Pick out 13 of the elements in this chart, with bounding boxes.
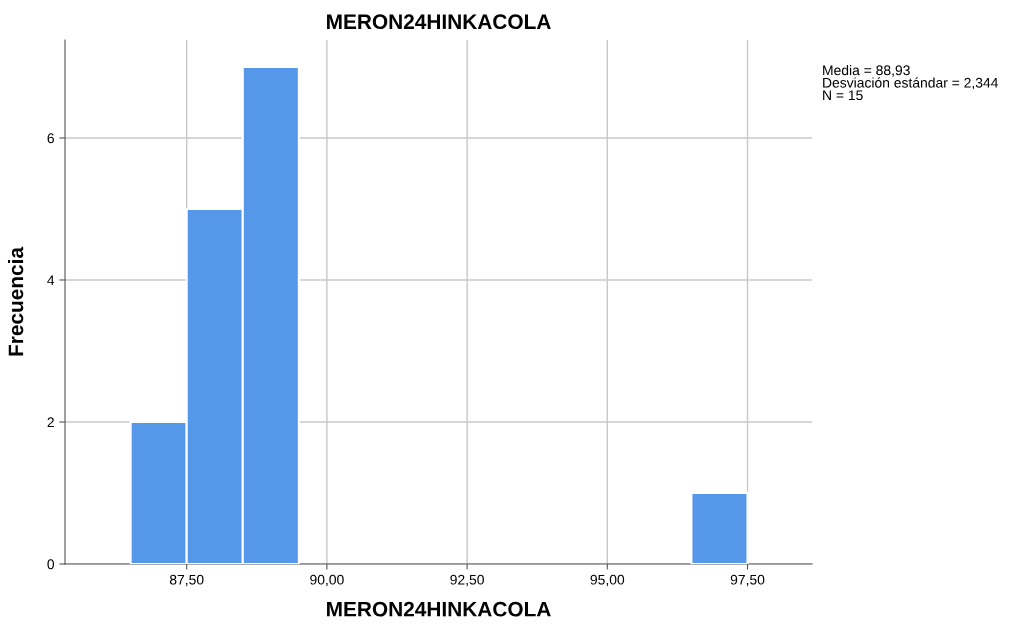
chart-title: MERON24HINKACOLA bbox=[327, 14, 551, 30]
x-axis-title: MERON24HINKACOLA bbox=[327, 601, 551, 617]
x-tick-label: 97,50 bbox=[730, 574, 765, 587]
y-tick-label: 4 bbox=[47, 275, 55, 286]
y-tick-label: 0 bbox=[47, 559, 55, 570]
y-tick-label: 6 bbox=[47, 133, 54, 144]
y-axis-title: Frecuencia bbox=[7, 246, 24, 356]
text: Media = 88,93 Desviación estándar = 2,344 N = 15 bbox=[823, 65, 999, 101]
y-tick-label: 2 bbox=[47, 417, 54, 428]
x-tick-label: 90,00 bbox=[310, 574, 344, 587]
x-tick-label: 92,50 bbox=[450, 574, 484, 587]
x-tick-label: 95,00 bbox=[590, 574, 625, 587]
x-tick-label: 87,50 bbox=[169, 574, 204, 587]
